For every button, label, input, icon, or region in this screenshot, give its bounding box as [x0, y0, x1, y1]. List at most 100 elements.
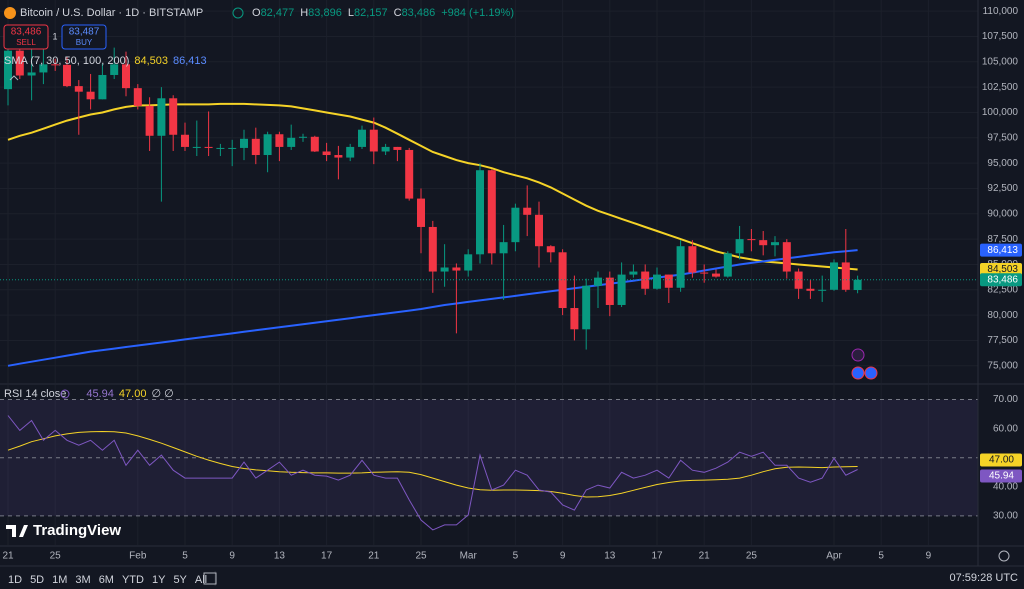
range-button[interactable]: 1M	[52, 574, 67, 586]
candle-body	[157, 98, 166, 136]
candle-body	[452, 267, 461, 271]
ohlc-key: L	[348, 7, 354, 19]
rsi-tick-label: 70.00	[993, 394, 1018, 405]
candle-body	[4, 50, 12, 90]
range-button[interactable]: 5Y	[173, 574, 187, 586]
buy-button[interactable]	[61, 24, 107, 50]
candle-body	[110, 64, 119, 75]
candle-body	[86, 91, 95, 100]
ohlc-legend: O82,477 H83,896 L82,157 C83,486 +984 (+1.19%…	[252, 7, 514, 19]
x-tick-label: 13	[604, 551, 616, 562]
range-button[interactable]: 1D	[8, 574, 22, 586]
price-badge	[980, 273, 1022, 287]
rsi-tick-label: 40.00	[993, 481, 1018, 492]
ohlc-change: +984 (+1.19%)	[441, 7, 514, 19]
range-button[interactable]: YTD	[122, 574, 144, 586]
candle-body	[169, 98, 178, 135]
y-tick-label: 97,500	[987, 132, 1018, 143]
ohlc-value: 83,896	[308, 7, 342, 19]
candle-body	[63, 64, 71, 87]
x-tick-label: 25	[50, 551, 62, 562]
candle-body	[664, 274, 673, 288]
candle-body	[39, 64, 48, 73]
candle-body	[570, 308, 579, 330]
status-icon[interactable]	[232, 7, 244, 19]
rsi-levels: ∅ ∅	[151, 388, 173, 400]
range-button[interactable]: 3M	[75, 574, 90, 586]
candle-body	[27, 72, 36, 76]
candle-body	[723, 253, 732, 277]
candle-body	[605, 277, 614, 305]
candle-body	[74, 86, 83, 92]
y-tick-label: 75,000	[987, 360, 1018, 371]
range-button[interactable]: 1Y	[152, 574, 166, 586]
event-icon[interactable]	[851, 348, 865, 362]
rsi-badge-label: 45.94	[989, 471, 1014, 482]
candle-body	[653, 274, 661, 289]
candle-body	[204, 146, 213, 148]
candle-body	[499, 242, 508, 254]
rsi-tick-label: 60.00	[993, 423, 1018, 434]
x-tick-label: 21	[699, 551, 711, 562]
x-tick-label: 17	[321, 551, 333, 562]
candle-body	[523, 207, 532, 215]
candle-body	[275, 134, 284, 147]
candle-body	[440, 267, 449, 272]
candle-body	[417, 198, 425, 227]
sell-button[interactable]	[3, 24, 49, 50]
rsi-ma-value: 47.00	[119, 388, 147, 400]
y-tick-label: 105,000	[982, 56, 1019, 67]
candle-body	[133, 88, 142, 106]
candle-body	[476, 170, 484, 255]
y-tick-label: 77,500	[987, 335, 1018, 346]
collapse-icon[interactable]	[9, 75, 19, 81]
candle-body	[346, 146, 355, 158]
range-button[interactable]: 5D	[30, 574, 44, 586]
candle-body	[310, 136, 319, 152]
candle-body	[582, 285, 591, 330]
candle-body	[747, 239, 756, 241]
y-tick-label: 95,000	[987, 158, 1018, 169]
ohlc-value: 82,157	[354, 7, 388, 19]
rsi-line	[7, 415, 858, 531]
candle-body	[759, 240, 768, 246]
y-tick-label: 92,500	[987, 183, 1018, 194]
rsi-badge	[980, 453, 1022, 467]
candle-body	[464, 254, 473, 271]
rsi-value: 45.94	[86, 388, 114, 400]
x-tick-label: 25	[415, 551, 427, 562]
buy-label: BUY	[76, 38, 93, 47]
candle-body	[192, 146, 201, 148]
y-tick-label: 107,500	[982, 31, 1019, 42]
candle-body	[393, 146, 402, 150]
event-flag-2[interactable]	[864, 366, 878, 380]
settings-icon[interactable]	[998, 550, 1010, 562]
candle-body	[629, 271, 638, 275]
calendar-icon[interactable]	[203, 572, 217, 585]
x-tick-label: 17	[651, 551, 663, 562]
quantity: 1	[52, 31, 57, 41]
btc-icon	[4, 7, 16, 19]
price-badge-label: 86,413	[987, 245, 1018, 256]
sma-yellow-value: 84,503	[134, 55, 168, 67]
candle-body	[771, 242, 779, 246]
sma-legend[interactable]: SMA (7, 30, 50, 100, 200) 84,503 86,413	[4, 55, 207, 67]
rsi-tick-label: 30.00	[993, 511, 1018, 522]
logo-text[interactable]: TradingView	[33, 522, 121, 539]
event-flag-1[interactable]	[851, 366, 865, 380]
ohlc-value: 82,477	[261, 7, 295, 19]
sma-label: SMA (7, 30, 50, 100, 200)	[4, 55, 129, 67]
y-tick-label: 80,000	[987, 310, 1018, 321]
range-button[interactable]: 6M	[99, 574, 114, 586]
candle-body	[735, 239, 744, 254]
ohlc-value: 83,486	[402, 7, 436, 19]
candle-body	[818, 289, 827, 291]
y-tick-label: 82,500	[987, 284, 1018, 295]
x-tick-label: 5	[513, 551, 519, 562]
candle-body	[712, 273, 720, 277]
symbol-title[interactable]: Bitcoin / U.S. Dollar · 1D · BITSTAMP	[20, 7, 203, 19]
candle-body	[594, 277, 602, 286]
rsi-legend[interactable]: RSI 14 close 45.94 47.00 ∅ ∅	[4, 388, 174, 400]
candle-body	[15, 50, 24, 76]
